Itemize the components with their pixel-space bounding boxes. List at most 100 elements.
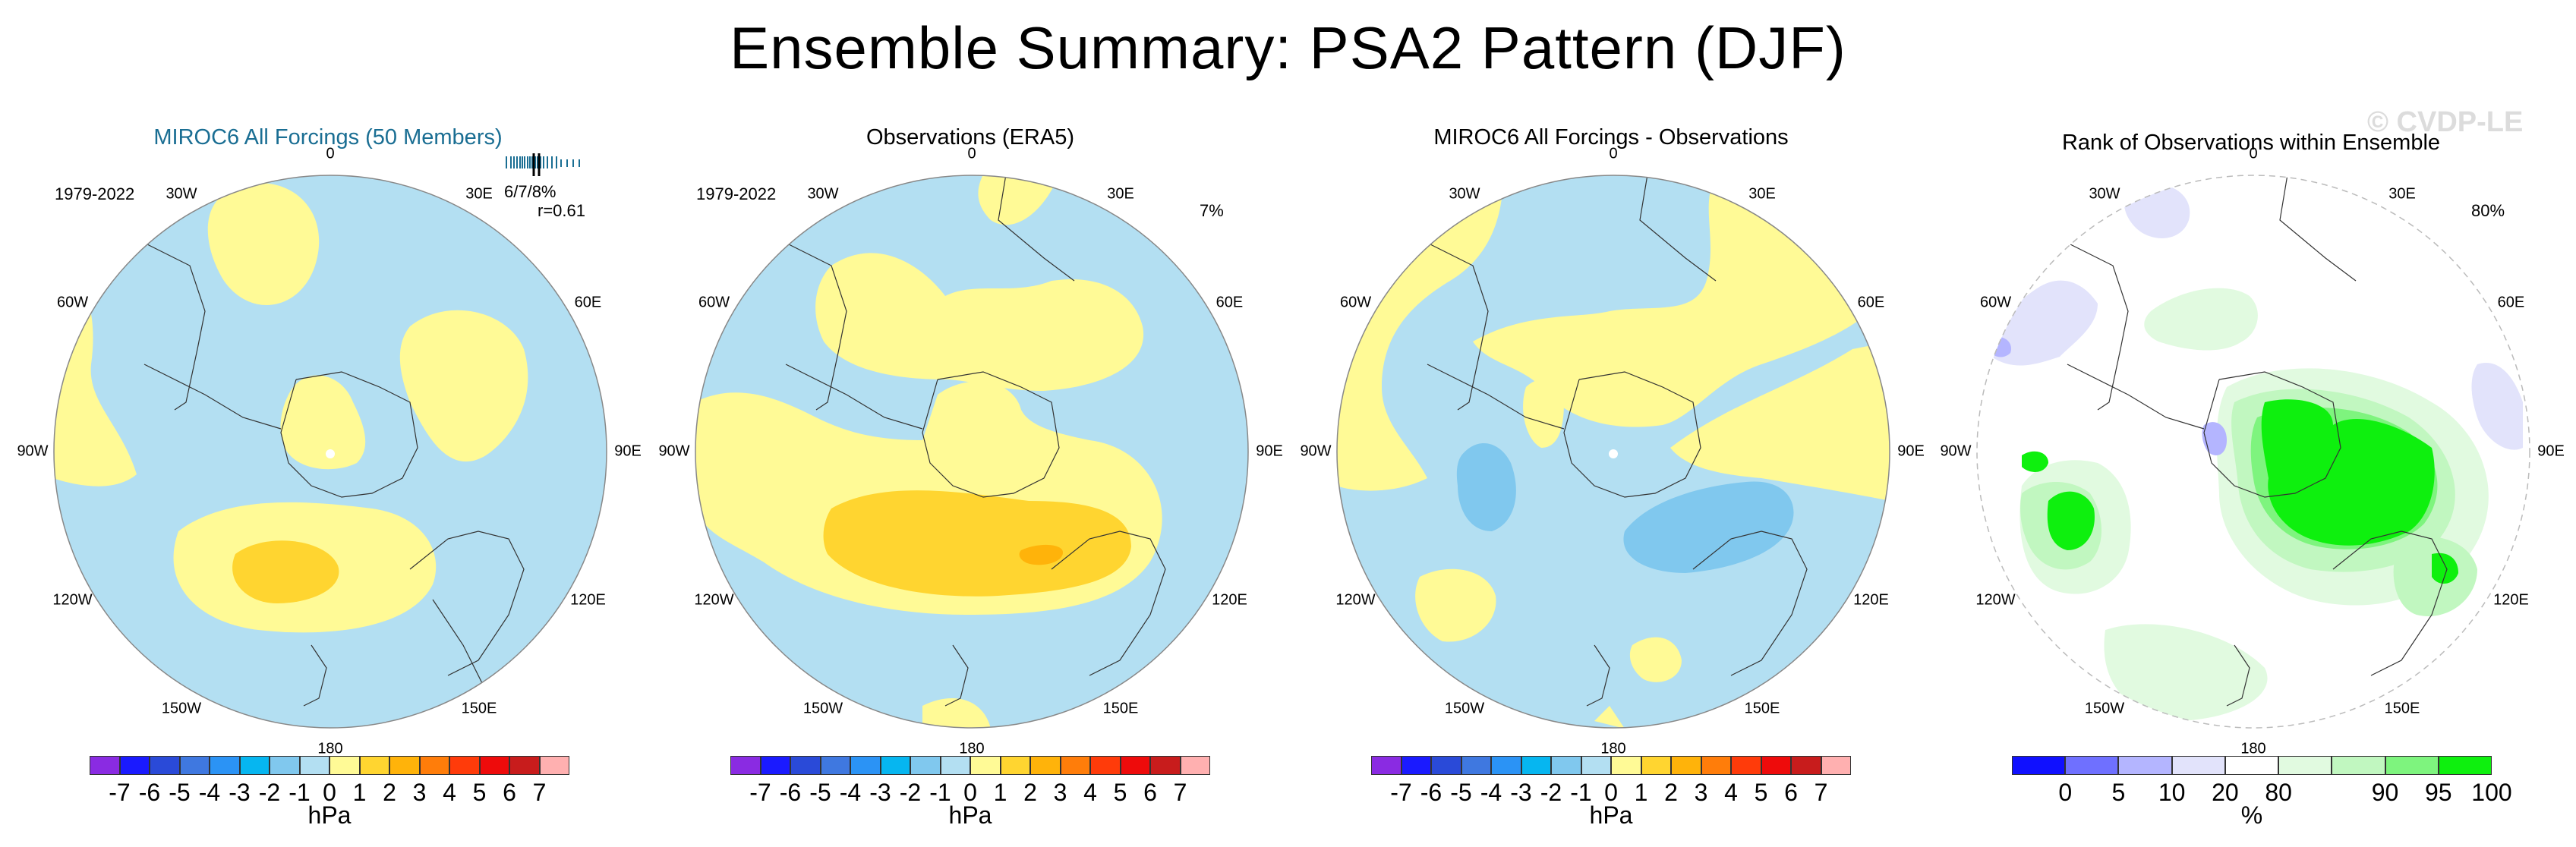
colorbar-swatch xyxy=(1791,756,1821,775)
negative-anomaly-core xyxy=(1623,481,1794,573)
positive-anomaly-region xyxy=(1629,637,1682,682)
lon-label: 0 xyxy=(967,145,976,162)
colorbar-swatch xyxy=(359,756,389,775)
positive-anomaly-region xyxy=(815,253,1144,391)
lon-label: 60E xyxy=(574,294,602,311)
colorbar-swatch xyxy=(1180,756,1210,775)
lon-label: 90E xyxy=(1256,442,1283,460)
colorbar-tick: 3 xyxy=(412,779,427,806)
colorbar-swatch xyxy=(2012,756,2066,775)
lon-label: 30E xyxy=(1748,185,1776,203)
colorbar-tick: 2 xyxy=(383,779,396,806)
rank-top-region xyxy=(2261,399,2435,546)
colorbar-4 xyxy=(2012,756,2492,775)
colorbar-tick: 0 xyxy=(323,779,336,806)
colorbar-tick: 10 xyxy=(2158,779,2186,806)
lon-label: 30E xyxy=(2388,185,2416,203)
colorbar-unit: hPa xyxy=(948,801,992,829)
colorbar-tick: 5 xyxy=(2111,779,2126,806)
coastline xyxy=(1586,644,1610,707)
colorbar-tick: 4 xyxy=(1083,779,1097,806)
colorbar-tick: -6 xyxy=(138,779,161,806)
colorbar-swatch xyxy=(389,756,420,775)
coastline xyxy=(1427,242,1489,411)
colorbar-swatch xyxy=(1821,756,1851,775)
colorbar-tick: -1 xyxy=(288,779,311,806)
colorbar-tick: 1 xyxy=(993,779,1007,806)
positive-anomaly-region xyxy=(922,698,991,728)
colorbar-tick: -4 xyxy=(839,779,862,806)
lon-label: 90W xyxy=(17,442,49,460)
positive-anomaly-core xyxy=(823,490,1131,597)
coastline xyxy=(2067,242,2129,411)
colorbar-swatch xyxy=(1611,756,1641,775)
rank-top-region xyxy=(2432,553,2458,584)
lon-label: 60W xyxy=(1339,294,1372,311)
panel1-title: MIROC6 All Forcings (50 Members) xyxy=(153,125,503,150)
lon-label: 150W xyxy=(161,700,202,717)
lon-label: 150W xyxy=(802,700,843,717)
colorbar-tick: 7 xyxy=(1173,779,1187,806)
lon-label: 60W xyxy=(56,294,89,311)
lon-label: 180 xyxy=(317,740,343,757)
colorbar-swatch xyxy=(730,756,761,775)
lon-label: 90E xyxy=(2537,442,2565,460)
positive-anomaly-region xyxy=(207,183,320,306)
colorbar-tick: 90 xyxy=(2371,779,2399,806)
coastline xyxy=(1427,364,1565,430)
coastline xyxy=(2203,371,2341,498)
colorbar-tick: 95 xyxy=(2424,779,2452,806)
coastline xyxy=(785,242,847,411)
positive-anomaly-region xyxy=(1473,175,1890,427)
colorbar-swatch xyxy=(2065,756,2119,775)
colorbar-tick: 0 xyxy=(2058,779,2073,806)
lon-label: 120E xyxy=(1212,591,1247,609)
colorbar-swatch xyxy=(910,756,941,775)
lon-label: 150E xyxy=(461,700,497,717)
colorbar-swatch xyxy=(1491,756,1521,775)
colorbar-swatch xyxy=(760,756,790,775)
panel1-pct: 6/7/8% xyxy=(504,182,557,201)
coastline xyxy=(1639,175,1717,282)
rank-low-region xyxy=(2202,422,2227,455)
lon-label: 90W xyxy=(1300,442,1332,460)
panel4-title: Rank of Observations within Ensemble xyxy=(2061,131,2441,155)
colorbar-swatch xyxy=(820,756,850,775)
panel4-pct: 80% xyxy=(2471,201,2505,220)
lon-label: 30E xyxy=(1107,185,1134,203)
coastline xyxy=(785,364,923,430)
colorbar-tick: 0 xyxy=(1604,779,1618,806)
lon-label: 90E xyxy=(1897,442,1925,460)
panel1-period: 1979-2022 xyxy=(55,184,135,203)
colorbar-tick: 5 xyxy=(1754,779,1768,806)
figure-title: Ensemble Summary: PSA2 Pattern (DJF) xyxy=(730,14,1846,81)
lon-label: 90W xyxy=(658,442,690,460)
colorbar-tick: 5 xyxy=(1113,779,1127,806)
lon-label: 120W xyxy=(694,591,734,609)
lon-label: 120E xyxy=(2493,591,2529,609)
colorbar-swatch xyxy=(1150,756,1181,775)
colorbar-tick: -1 xyxy=(929,779,951,806)
colorbar-swatch xyxy=(1701,756,1731,775)
positive-anomaly-core xyxy=(232,540,339,603)
colorbar-swatch xyxy=(1551,756,1581,775)
colorbar-swatch xyxy=(880,756,910,775)
lon-label: 120W xyxy=(1975,591,2016,609)
colorbar-swatch xyxy=(1671,756,1701,775)
colorbar-swatch xyxy=(1761,756,1791,775)
colorbar-swatch xyxy=(150,756,180,775)
colorbar-tick: 1 xyxy=(352,779,367,806)
colorbar-swatch xyxy=(940,756,970,775)
colorbar-tick: 2 xyxy=(1664,779,1678,806)
colorbar-swatch xyxy=(2278,756,2332,775)
rank-low-region xyxy=(1991,280,2098,366)
coastline xyxy=(280,371,418,498)
panel3-title: MIROC6 All Forcings - Observations xyxy=(1433,125,1789,150)
positive-anomaly-region xyxy=(1523,379,1564,448)
watermark: © CVDP-LE xyxy=(2367,106,2524,138)
colorbar-swatch xyxy=(1371,756,1402,775)
colorbar-tick: -3 xyxy=(229,779,251,806)
map-panel3-difference xyxy=(1336,175,1890,729)
coastline xyxy=(432,599,490,699)
colorbar-tick: -6 xyxy=(779,779,802,806)
